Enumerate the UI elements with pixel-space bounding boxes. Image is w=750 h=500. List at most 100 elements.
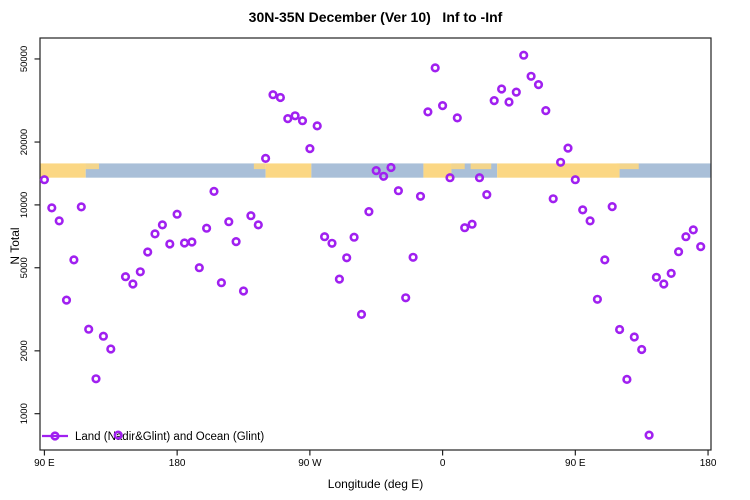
band-segment-land (265, 163, 312, 178)
data-point (467, 219, 477, 229)
data-point (423, 107, 433, 117)
band-segment-land (40, 163, 86, 178)
data-point (482, 190, 492, 200)
data-point (600, 255, 610, 265)
x-tick-label: 180 (700, 458, 717, 469)
data-point (113, 430, 123, 440)
data-point (474, 173, 485, 183)
data-point (445, 173, 455, 183)
band-coast-patch (451, 163, 465, 170)
data-point (231, 237, 241, 247)
y-tick-label: 20000 (19, 129, 30, 155)
data-point (371, 166, 381, 176)
data-point (216, 278, 226, 288)
data-point (305, 144, 315, 154)
y-tick-label: 10000 (19, 192, 30, 218)
data-point (415, 191, 426, 201)
data-point (39, 175, 50, 185)
data-point (69, 255, 79, 265)
x-tick-label: 90 E (565, 458, 586, 469)
data-point (297, 116, 308, 126)
data-point (673, 247, 684, 257)
band-segment-land (497, 163, 620, 178)
data-point (209, 186, 219, 196)
legend-marker-icon (42, 431, 68, 441)
data-point (438, 100, 448, 111)
data-point (179, 238, 190, 248)
y-tick-label: 5000 (19, 257, 30, 278)
data-point (408, 252, 418, 262)
x-axis-title: Longitude (deg E) (327, 477, 424, 491)
x-tick-label: 0 (440, 458, 446, 469)
data-point (143, 247, 153, 257)
data-point (460, 223, 470, 233)
band-segment-ocean (85, 163, 266, 178)
band-coast-patch (253, 163, 266, 170)
data-point (696, 242, 706, 252)
y-tick-label: 50000 (19, 46, 30, 72)
data-point (489, 95, 499, 106)
data-point (541, 105, 551, 116)
data-point (320, 232, 330, 242)
data-point (519, 50, 529, 60)
data-point (165, 239, 175, 249)
data-point (659, 279, 669, 289)
y-tick-label: 2000 (19, 340, 30, 361)
data-point (622, 374, 632, 385)
data-point (497, 84, 507, 94)
data-point (61, 295, 72, 305)
data-point (327, 238, 337, 248)
band-segment-ocean (311, 163, 424, 178)
data-point (290, 111, 300, 121)
data-point (224, 217, 234, 227)
data-point (76, 202, 86, 212)
data-point (283, 113, 293, 124)
data-point (666, 268, 676, 279)
data-point (54, 216, 64, 226)
data-point (681, 232, 691, 242)
data-point (644, 430, 654, 440)
data-point (238, 286, 249, 296)
data-point (253, 220, 263, 230)
data-point (533, 79, 544, 90)
data-point (246, 211, 256, 221)
data-point (504, 97, 514, 107)
data-point (261, 153, 271, 163)
data-point (157, 220, 167, 230)
data-point (356, 309, 367, 320)
data-point (688, 225, 698, 235)
data-point (570, 175, 580, 185)
data-point (275, 92, 286, 103)
data-point (386, 162, 396, 173)
band-coast-patch (79, 163, 99, 170)
data-point (106, 344, 116, 354)
data-point (430, 63, 440, 73)
data-point (452, 113, 462, 123)
data-point (651, 272, 662, 282)
data-point (637, 344, 647, 355)
band-coast-patch (470, 163, 492, 170)
data-point (349, 232, 359, 242)
data-point (379, 171, 389, 181)
data-point (334, 274, 345, 284)
data-point (202, 223, 212, 233)
x-tick-label: 180 (169, 458, 186, 469)
data-point (585, 216, 595, 226)
legend-label: Land (Nadir&Glint) and Ocean (Glint) (75, 431, 264, 443)
data-point (84, 324, 94, 334)
data-point (548, 194, 558, 204)
data-point (614, 324, 625, 335)
x-tick-label: 90 E (34, 458, 55, 469)
chart-title: 30N-35N December (Ver 10) Inf to -Inf (248, 9, 503, 25)
data-point (607, 202, 617, 212)
data-point (268, 90, 278, 100)
data-point (194, 263, 204, 273)
data-point (98, 331, 108, 341)
data-point (401, 293, 411, 303)
axes-and-ticks: 90 E 180 90 W 0 90 E 180 1000 2000 5000 10000 2000… (19, 37, 717, 469)
data-point (364, 207, 374, 217)
data-point (555, 157, 566, 167)
data-point (592, 294, 603, 304)
data-point (563, 143, 573, 153)
